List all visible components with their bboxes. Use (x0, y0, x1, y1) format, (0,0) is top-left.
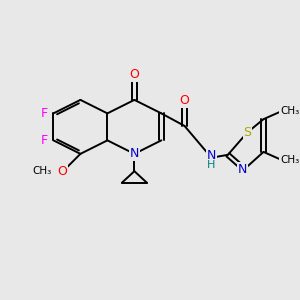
Text: O: O (180, 94, 189, 107)
Text: F: F (41, 107, 48, 120)
Text: CH₃: CH₃ (280, 106, 299, 116)
Text: CH₃: CH₃ (32, 166, 52, 176)
Text: H: H (207, 160, 216, 170)
Text: F: F (41, 134, 48, 147)
Text: N: N (238, 163, 247, 176)
Text: O: O (129, 68, 139, 81)
Text: S: S (243, 126, 251, 139)
Text: N: N (130, 147, 139, 161)
Text: N: N (207, 149, 216, 162)
Text: CH₃: CH₃ (280, 154, 299, 165)
Text: O: O (57, 165, 67, 178)
